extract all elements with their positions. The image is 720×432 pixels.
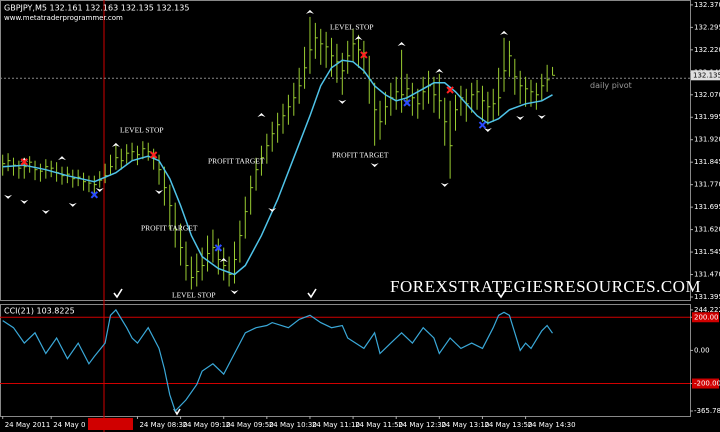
cci-title: CCI(21) 103.8225 xyxy=(4,307,75,316)
annotation: LEVEL STOP xyxy=(120,126,164,135)
up-arrow xyxy=(305,9,314,14)
y-tick-label: 244.2224 xyxy=(694,306,720,314)
main-panel-frame xyxy=(0,0,691,301)
down-arrow xyxy=(4,194,13,199)
sell-signal xyxy=(446,86,454,94)
up-arrow xyxy=(219,257,228,262)
y-tick-label: 0.00 xyxy=(694,346,710,354)
y-tick-label-bg xyxy=(692,378,719,389)
y-tick-label: 131.770 xyxy=(694,181,720,189)
sell-signal xyxy=(20,158,28,166)
up-arrow xyxy=(257,112,266,117)
x-tick-label: 24 May 11:10 xyxy=(312,421,360,429)
x-tick-label: 24 May 08:30 xyxy=(139,421,187,429)
up-arrow xyxy=(435,68,444,73)
y-tick-label: 131.395 xyxy=(694,293,720,301)
buy-signal xyxy=(90,191,99,199)
check-mark xyxy=(497,288,507,299)
y-tick-label: 131.920 xyxy=(694,136,720,144)
down-arrow xyxy=(68,202,77,207)
sell-signal xyxy=(360,51,368,59)
up-arrow xyxy=(111,142,120,147)
buy-signal xyxy=(403,99,411,107)
y-tick-label: 132.370 xyxy=(694,1,720,9)
down-arrow xyxy=(268,208,277,213)
x-tick-label: 24 May 0 xyxy=(53,421,85,429)
down-arrow xyxy=(516,116,525,121)
sell-signal xyxy=(149,151,158,159)
up-arrow xyxy=(354,35,363,40)
x-tick-label: 24 May 12:30 xyxy=(398,421,446,429)
x-tick-label: 24 May 10:30 xyxy=(269,421,317,429)
down-arrow xyxy=(20,199,29,204)
last-price-label: 132.135 xyxy=(693,71,720,79)
x-tick-label: 24 May 2011 xyxy=(5,421,51,429)
watermark: FOREXSTRATEGIESRESOURCES.COM xyxy=(390,277,701,296)
y-tick-label: 200.00 xyxy=(694,313,719,321)
x-tick-label: 24 May 13:10 xyxy=(441,421,489,429)
down-arrow xyxy=(483,128,492,133)
y-tick-label: 131.545 xyxy=(694,248,720,256)
up-arrow xyxy=(57,156,66,161)
down-arrow xyxy=(230,290,239,295)
y-tick-label: 131.620 xyxy=(694,226,720,234)
y-tick-label: -365.7844 xyxy=(694,407,720,415)
check-mark xyxy=(113,288,123,299)
y-tick-label: -200.00 xyxy=(694,380,720,388)
cci-panel-frame xyxy=(0,304,691,417)
down-arrow xyxy=(338,99,347,104)
down-arrow xyxy=(370,163,379,168)
chart-title: GBPJPY,M5 132.161 132.163 132.135 132.13… xyxy=(4,4,189,13)
y-tick-label: 131.470 xyxy=(694,271,720,279)
y-tick-label: 131.695 xyxy=(694,203,720,211)
crosshair-time-box xyxy=(88,418,133,430)
buy-signal xyxy=(214,244,223,252)
y-tick-label: 131.845 xyxy=(694,158,720,166)
moving-line xyxy=(2,59,553,276)
up-arrow xyxy=(500,30,509,35)
cci-line xyxy=(2,308,553,413)
y-tick-label-bg xyxy=(692,312,719,323)
y-tick-label: 131.995 xyxy=(694,113,720,121)
annotation: PROFIT TARGET xyxy=(141,224,198,233)
x-tick-label: 24 May 13:50 xyxy=(484,421,532,429)
pivot-label: daily pivot xyxy=(590,81,632,90)
down-arrow xyxy=(537,114,546,119)
y-tick-label: 132.295 xyxy=(694,23,720,31)
annotation: PROFIT TARGET xyxy=(332,151,389,160)
up-arrow xyxy=(397,41,406,46)
cci-check-marks xyxy=(113,288,507,416)
last-price-box xyxy=(691,70,720,81)
down-arrow xyxy=(155,190,164,195)
buy-signal xyxy=(478,121,487,129)
check-mark xyxy=(307,288,317,299)
annotation: LEVEL STOP xyxy=(172,291,216,300)
x-tick-label: 24 May 14:30 xyxy=(528,421,576,429)
y-tick-label: 132.220 xyxy=(694,46,720,54)
annotation: LEVEL STOP xyxy=(330,23,374,32)
down-arrow xyxy=(440,182,449,187)
down-arrow xyxy=(95,187,104,192)
x-tick-label: 24 May 11:50 xyxy=(355,421,403,429)
down-arrow xyxy=(41,209,50,214)
annotation: PROFIT TARGET xyxy=(208,157,265,166)
x-tick-label: 24 May 09:50 xyxy=(226,421,274,429)
y-tick-label: 132.070 xyxy=(694,91,720,99)
chart-subtitle: www.metatraderprogrammer.com xyxy=(4,14,123,22)
x-tick-label: 24 May 09:10 xyxy=(183,421,231,429)
